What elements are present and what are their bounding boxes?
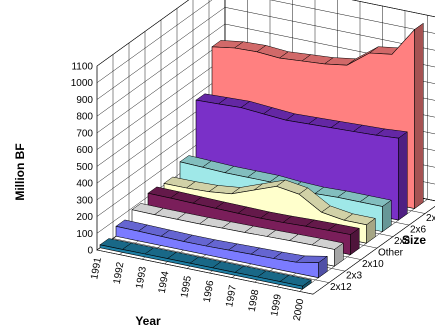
series-ribbon-1 <box>115 219 329 279</box>
y-tick-label: 1000 <box>71 78 94 89</box>
x-tick-label: 1991 <box>89 256 104 280</box>
series-ribbon-2 <box>131 203 344 267</box>
y-ticks: 0 100 200 300 400 500 600 700 800 900 1000 1100 <box>71 62 94 257</box>
y-axis-title: Million BF <box>13 143 27 200</box>
series-ribbon-6 <box>195 93 408 221</box>
ribbon-front-face <box>115 225 319 279</box>
x-tick-label: 2000 <box>292 298 307 322</box>
x-tick-label: 1997 <box>224 284 239 308</box>
y-tick-label: 500 <box>76 162 93 173</box>
y-tick-label: 700 <box>76 128 93 139</box>
z-tick-label: 2x10 <box>362 259 384 270</box>
x-tick-label: 1999 <box>269 293 284 317</box>
y-tick-label: 800 <box>76 112 93 123</box>
x-tick-label: 1995 <box>179 275 194 299</box>
z-tick-label: Other <box>378 248 404 259</box>
grid-line-h <box>96 0 435 83</box>
y-tick-label: 0 <box>87 246 93 257</box>
grid-line-floor <box>96 249 314 295</box>
x-tick-label: 1996 <box>202 279 217 303</box>
ribbon-front-face <box>99 244 303 290</box>
x-axis-title: Year <box>135 314 161 328</box>
z-axis-title: Size <box>402 233 426 247</box>
z-tick-label: 2x4 <box>426 213 435 224</box>
z-ticks: 2x122x32x10Other2x82x62x4 <box>330 213 435 293</box>
ribbon-front-face <box>195 99 399 221</box>
z-tick-label: 2x6 <box>410 225 427 236</box>
x-tick-label: 1994 <box>157 270 172 294</box>
series-ribbon-0 <box>99 238 312 290</box>
series-layer <box>99 22 424 290</box>
y-tick-label: 600 <box>76 145 93 156</box>
ribbon-end-cap <box>414 22 424 210</box>
y-tick-label: 200 <box>76 212 93 223</box>
grid-line-h <box>96 0 435 67</box>
x-tick-label: 1993 <box>134 265 149 289</box>
y-tick-label: 100 <box>76 229 93 240</box>
grid-line-floor <box>112 238 330 283</box>
y-tick-label: 1100 <box>71 62 93 73</box>
z-tick-label: 2x8 <box>394 236 411 247</box>
y-tick-label: 900 <box>76 95 93 106</box>
y-tick-label: 300 <box>76 195 93 206</box>
ribbon-end-cap <box>398 131 408 221</box>
ribbon-front-face <box>131 209 335 267</box>
x-tick-label: 1998 <box>247 288 262 312</box>
z-tick-label: 2x3 <box>346 271 363 282</box>
x-tick-label: 1992 <box>112 261 127 285</box>
x-ticks: 1991 1992 1993 1994 1995 1996 1997 1998 1999 2000 <box>89 256 306 322</box>
z-tick-label: 2x12 <box>330 282 352 293</box>
y-tick-label: 400 <box>76 179 93 190</box>
